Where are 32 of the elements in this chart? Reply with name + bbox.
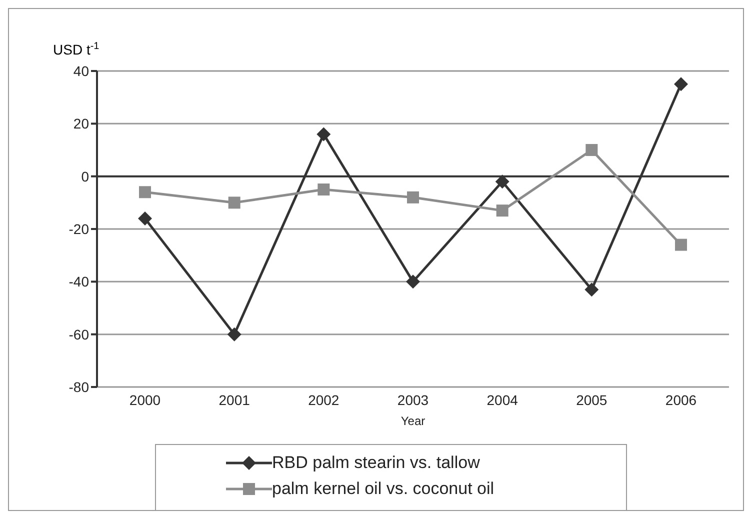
point bbox=[675, 238, 687, 251]
point bbox=[495, 174, 510, 189]
point bbox=[139, 186, 151, 198]
point bbox=[316, 127, 331, 142]
point bbox=[227, 327, 242, 342]
point bbox=[584, 282, 599, 297]
y-tick-label: -20 bbox=[68, 220, 90, 237]
x-axis-title: Year bbox=[400, 414, 426, 428]
point bbox=[138, 211, 152, 226]
y-tick-label: -80 bbox=[68, 378, 90, 395]
x-tick-label: 2001 bbox=[218, 392, 250, 408]
legend-label: palm kernel oil vs. coconut oil bbox=[272, 479, 494, 499]
point bbox=[228, 196, 240, 209]
y-tick-label: -60 bbox=[68, 326, 90, 342]
y-axis-title: USD t$^{-1}$ bbox=[53, 41, 100, 58]
point bbox=[586, 144, 598, 156]
x-tick-label: 2004 bbox=[486, 392, 518, 408]
y-tick-label: 0 bbox=[81, 168, 90, 184]
x-tick-label: 2002 bbox=[308, 392, 340, 408]
x-tick-label: 2000 bbox=[129, 392, 161, 408]
point bbox=[406, 274, 420, 289]
x-tick-label: 2005 bbox=[576, 392, 608, 408]
y-tick-label: 20 bbox=[73, 116, 90, 132]
legend-label: RBD palm stearin vs. tallow bbox=[272, 453, 480, 473]
point bbox=[496, 204, 508, 217]
x-tick-label: 2006 bbox=[665, 392, 697, 408]
point bbox=[674, 77, 688, 92]
point bbox=[318, 184, 330, 196]
point bbox=[407, 191, 419, 204]
y-tick-label: 40 bbox=[73, 62, 90, 79]
x-tick-label: 2003 bbox=[397, 392, 429, 408]
y-tick-label: -40 bbox=[68, 274, 90, 290]
